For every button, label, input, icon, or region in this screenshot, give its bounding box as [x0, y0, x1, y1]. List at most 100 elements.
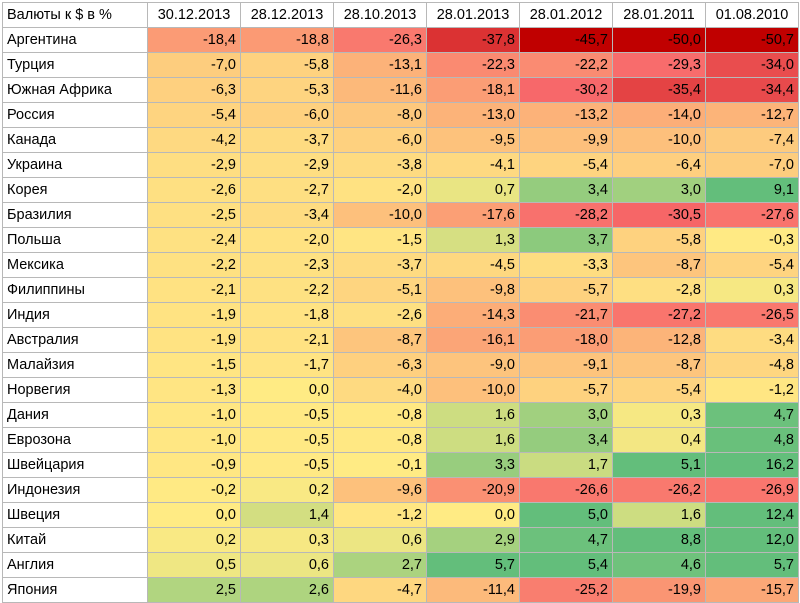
value-cell[interactable]: 0,3	[240, 527, 334, 553]
value-cell[interactable]: 5,7	[705, 552, 799, 578]
value-cell[interactable]: -5,7	[519, 377, 613, 403]
country-cell[interactable]: Корея	[2, 177, 148, 203]
value-cell[interactable]: -5,7	[519, 277, 613, 303]
value-cell[interactable]: -0,9	[147, 452, 241, 478]
value-cell[interactable]: -14,3	[426, 302, 520, 328]
value-cell[interactable]: -21,7	[519, 302, 613, 328]
value-cell[interactable]: -18,1	[426, 77, 520, 103]
value-cell[interactable]: 3,7	[519, 227, 613, 253]
value-cell[interactable]: -1,9	[147, 302, 241, 328]
value-cell[interactable]: -3,4	[705, 327, 799, 353]
value-cell[interactable]: 8,8	[612, 527, 706, 553]
value-cell[interactable]: -0,2	[147, 477, 241, 503]
value-cell[interactable]: -12,8	[612, 327, 706, 353]
value-cell[interactable]: -22,3	[426, 52, 520, 78]
value-cell[interactable]: -6,0	[333, 127, 427, 153]
value-cell[interactable]: 1,6	[426, 402, 520, 428]
value-cell[interactable]: 3,4	[519, 427, 613, 453]
value-cell[interactable]: -2,1	[147, 277, 241, 303]
country-cell[interactable]: Россия	[2, 102, 148, 128]
value-cell[interactable]: -2,4	[147, 227, 241, 253]
value-cell[interactable]: -20,9	[426, 477, 520, 503]
value-cell[interactable]: -8,7	[333, 327, 427, 353]
value-cell[interactable]: -0,5	[240, 402, 334, 428]
value-cell[interactable]: -30,5	[612, 202, 706, 228]
value-cell[interactable]: -1,9	[147, 327, 241, 353]
country-cell[interactable]: Аргентина	[2, 27, 148, 53]
country-cell[interactable]: Япония	[2, 577, 148, 603]
value-cell[interactable]: -26,3	[333, 27, 427, 53]
value-cell[interactable]: -9,6	[333, 477, 427, 503]
country-cell[interactable]: Индонезия	[2, 477, 148, 503]
value-cell[interactable]: -0,8	[333, 427, 427, 453]
value-cell[interactable]: -1,8	[240, 302, 334, 328]
value-cell[interactable]: -5,4	[612, 377, 706, 403]
value-cell[interactable]: -15,7	[705, 577, 799, 603]
value-cell[interactable]: -26,6	[519, 477, 613, 503]
value-cell[interactable]: -45,7	[519, 27, 613, 53]
value-cell[interactable]: 2,7	[333, 552, 427, 578]
value-cell[interactable]: -4,7	[333, 577, 427, 603]
value-cell[interactable]: -10,0	[426, 377, 520, 403]
value-cell[interactable]: -2,2	[147, 252, 241, 278]
country-cell[interactable]: Австралия	[2, 327, 148, 353]
value-cell[interactable]: -17,6	[426, 202, 520, 228]
value-cell[interactable]: -0,1	[333, 452, 427, 478]
country-cell[interactable]: Турция	[2, 52, 148, 78]
value-cell[interactable]: 4,8	[705, 427, 799, 453]
value-cell[interactable]: -5,3	[240, 77, 334, 103]
value-cell[interactable]: -5,8	[612, 227, 706, 253]
value-cell[interactable]: 12,4	[705, 502, 799, 528]
value-cell[interactable]: -2,7	[240, 177, 334, 203]
value-cell[interactable]: -0,3	[705, 227, 799, 253]
value-cell[interactable]: -7,4	[705, 127, 799, 153]
value-cell[interactable]: -13,1	[333, 52, 427, 78]
value-cell[interactable]: 5,4	[519, 552, 613, 578]
value-cell[interactable]: -7,0	[705, 152, 799, 178]
value-cell[interactable]: -4,0	[333, 377, 427, 403]
value-cell[interactable]: -5,4	[705, 252, 799, 278]
value-cell[interactable]: -3,7	[240, 127, 334, 153]
value-cell[interactable]: -2,5	[147, 202, 241, 228]
value-cell[interactable]: -2,9	[240, 152, 334, 178]
value-cell[interactable]: -25,2	[519, 577, 613, 603]
value-cell[interactable]: 2,6	[240, 577, 334, 603]
value-cell[interactable]: -5,4	[147, 102, 241, 128]
value-cell[interactable]: -34,0	[705, 52, 799, 78]
value-cell[interactable]: 2,9	[426, 527, 520, 553]
value-cell[interactable]: -2,8	[612, 277, 706, 303]
value-cell[interactable]: -0,5	[240, 427, 334, 453]
value-cell[interactable]: -1,3	[147, 377, 241, 403]
value-cell[interactable]: -6,3	[333, 352, 427, 378]
value-cell[interactable]: -2,2	[240, 277, 334, 303]
country-cell[interactable]: Мексика	[2, 252, 148, 278]
value-cell[interactable]: 3,3	[426, 452, 520, 478]
column-header[interactable]: 28.01.2011	[612, 2, 706, 28]
value-cell[interactable]: 3,4	[519, 177, 613, 203]
value-cell[interactable]: -1,5	[333, 227, 427, 253]
value-cell[interactable]: -8,7	[612, 252, 706, 278]
value-cell[interactable]: -5,1	[333, 277, 427, 303]
value-cell[interactable]: -14,0	[612, 102, 706, 128]
value-cell[interactable]: 0,3	[705, 277, 799, 303]
country-cell[interactable]: Канада	[2, 127, 148, 153]
column-header[interactable]: 28.01.2013	[426, 2, 520, 28]
value-cell[interactable]: -29,3	[612, 52, 706, 78]
value-cell[interactable]: -1,2	[705, 377, 799, 403]
value-cell[interactable]: 5,7	[426, 552, 520, 578]
value-cell[interactable]: 5,0	[519, 502, 613, 528]
value-cell[interactable]: -3,8	[333, 152, 427, 178]
value-cell[interactable]: -30,2	[519, 77, 613, 103]
value-cell[interactable]: -4,1	[426, 152, 520, 178]
value-cell[interactable]: -4,2	[147, 127, 241, 153]
country-cell[interactable]: Бразилия	[2, 202, 148, 228]
value-cell[interactable]: -7,0	[147, 52, 241, 78]
value-cell[interactable]: -12,7	[705, 102, 799, 128]
column-header[interactable]: 28.01.2012	[519, 2, 613, 28]
value-cell[interactable]: 3,0	[612, 177, 706, 203]
value-cell[interactable]: -50,7	[705, 27, 799, 53]
value-cell[interactable]: -5,4	[519, 152, 613, 178]
value-cell[interactable]: -1,7	[240, 352, 334, 378]
country-cell[interactable]: Еврозона	[2, 427, 148, 453]
value-cell[interactable]: -35,4	[612, 77, 706, 103]
